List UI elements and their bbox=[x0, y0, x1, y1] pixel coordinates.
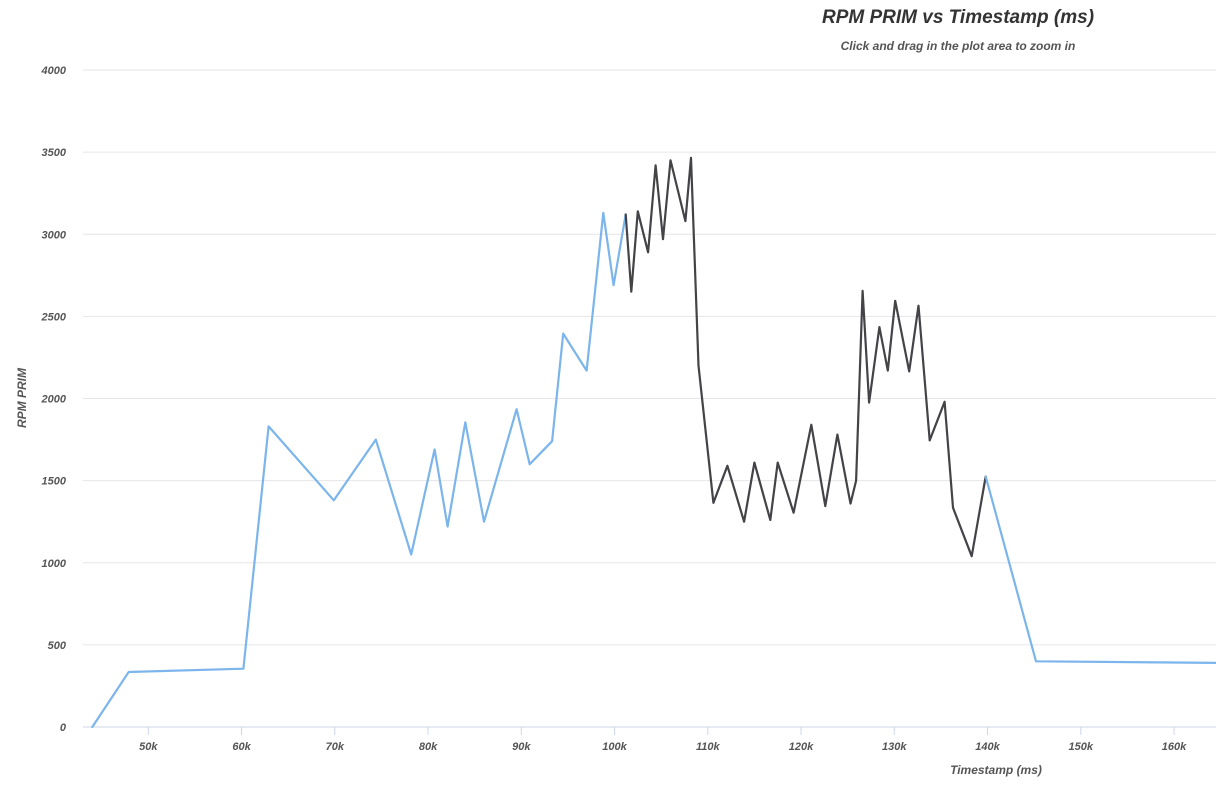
x-tick-label: 120k bbox=[789, 741, 814, 753]
x-tick-label: 60k bbox=[232, 741, 251, 753]
x-tick-label: 140k bbox=[975, 741, 1000, 753]
x-tick-label: 50k bbox=[139, 741, 158, 753]
x-tick-label: 70k bbox=[326, 741, 345, 753]
x-tick-label: 80k bbox=[419, 741, 438, 753]
x-tick-label: 100k bbox=[602, 741, 627, 753]
x-tick-label: 160k bbox=[1162, 741, 1187, 753]
y-tick-label: 2000 bbox=[41, 394, 67, 406]
x-axis-title: Timestamp (ms) bbox=[950, 763, 1042, 777]
series-line-3[interactable] bbox=[984, 475, 1216, 665]
y-tick-label: 0 bbox=[60, 722, 67, 734]
y-tick-label: 2500 bbox=[41, 311, 67, 323]
y-tick-label: 500 bbox=[48, 640, 67, 652]
y-axis-ticks: 0 500 1000 1500 2000 2500 3000 3500 4000 bbox=[41, 65, 67, 734]
x-tick-label: 150k bbox=[1069, 741, 1094, 753]
x-tick-label: 110k bbox=[696, 741, 721, 753]
y-tick-label: 4000 bbox=[41, 65, 67, 77]
grid-lines bbox=[83, 69, 1216, 646]
y-tick-label: 3000 bbox=[42, 229, 67, 241]
chart-title: RPM PRIM vs Timestamp (ms) bbox=[822, 7, 1094, 28]
x-tick-label: 90k bbox=[512, 741, 531, 753]
y-axis-title: RPM PRIM bbox=[15, 367, 29, 428]
chart-subtitle: Click and drag in the plot area to zoom … bbox=[841, 39, 1076, 53]
series-line-2[interactable] bbox=[624, 156, 987, 558]
x-tick-label: 130k bbox=[882, 741, 907, 753]
y-tick-label: 3500 bbox=[42, 147, 67, 159]
y-tick-label: 1500 bbox=[42, 476, 67, 488]
series-line-1[interactable] bbox=[91, 211, 627, 729]
y-tick-label: 1000 bbox=[42, 558, 67, 570]
series-layer[interactable] bbox=[91, 156, 1216, 729]
x-axis-ticks: 50k 60k 70k 80k 90k 100k 110k 120k 130k 140k 150k 1… bbox=[139, 727, 1187, 753]
